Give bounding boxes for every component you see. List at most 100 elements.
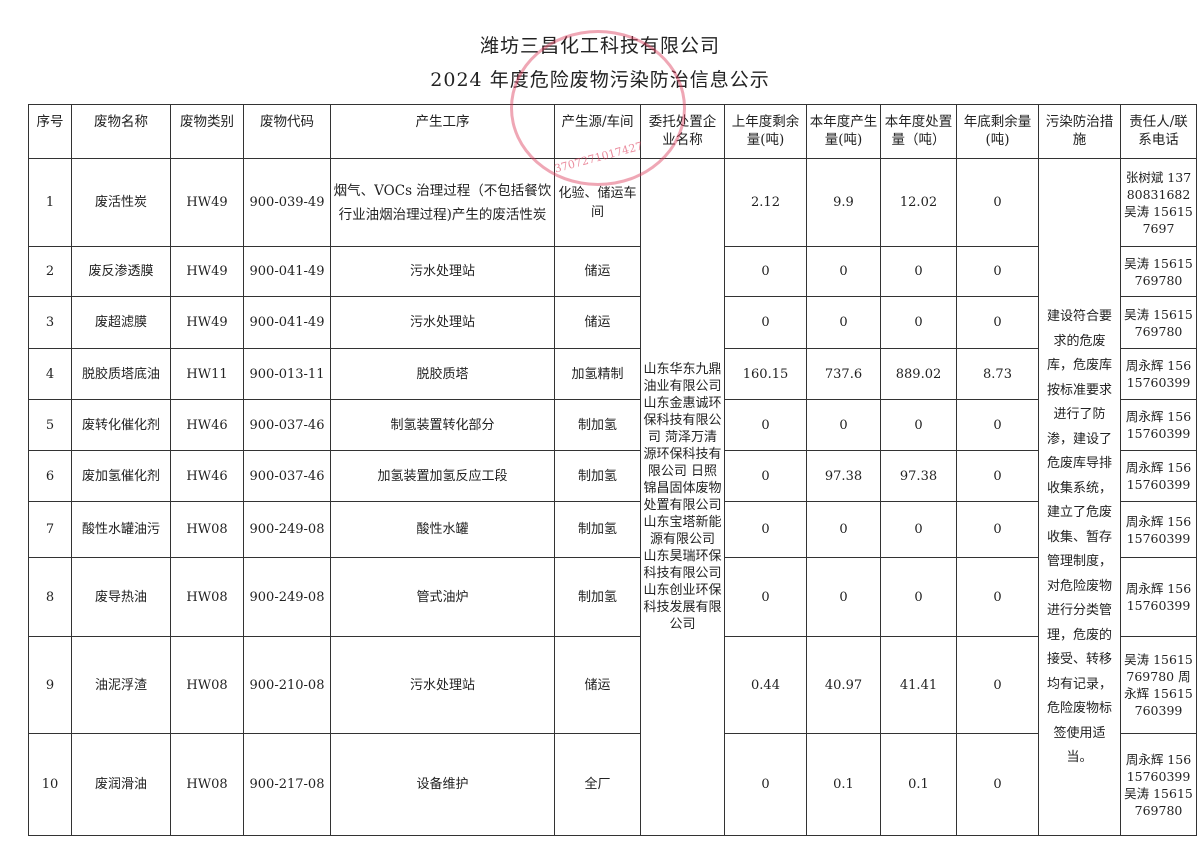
cell-process: 酸性水罐 — [330, 501, 555, 558]
cell-cat: HW49 — [170, 246, 244, 297]
cell-no: 4 — [28, 348, 72, 400]
cell-contact: 周永辉 15615760399 — [1120, 399, 1197, 451]
cell-source: 全厂 — [554, 733, 641, 836]
cell-remain: 8.73 — [956, 348, 1039, 400]
column-header: 废物类别 — [170, 104, 244, 159]
cell-gen: 0 — [806, 557, 881, 637]
cell-remain: 0 — [956, 296, 1039, 349]
column-header: 序号 — [28, 104, 72, 159]
table-row: 1 废活性炭 HW49 900-039-49 烟气、VOCs 治理过程（不包括餐饮行业油… — [28, 158, 1197, 836]
cell-no: 10 — [28, 733, 72, 836]
cell-cat: HW46 — [170, 450, 244, 502]
cell-contact: 周永辉 15615760399 — [1120, 557, 1197, 637]
cell-source: 制加氢 — [554, 399, 641, 451]
cell-gen: 737.6 — [806, 348, 881, 400]
cell-gen: 0 — [806, 501, 881, 558]
cell-no: 5 — [28, 399, 72, 451]
cell-disp: 41.41 — [880, 636, 957, 734]
table-row: 2 废反渗透膜 HW49 900-041-49 污水处理站 储运 0 0 0 0 吴涛 156157… — [28, 246, 1197, 297]
cell-no: 2 — [28, 246, 72, 297]
cell-process: 设备维护 — [330, 733, 555, 836]
cell-disp: 97.38 — [880, 450, 957, 502]
disposal-companies-cell: 山东华东九鼎油业有限公司 山东金惠诚环保科技有限公司 菏泽万清源环保科技有限公司… — [640, 158, 725, 836]
cell-gen: 97.38 — [806, 450, 881, 502]
cell-contact: 吴涛 15615769780 — [1120, 296, 1197, 349]
cell-name: 废反渗透膜 — [71, 246, 171, 297]
cell-prev: 0 — [724, 501, 807, 558]
cell-prev: 0 — [724, 557, 807, 637]
cell-code: 900-041-49 — [243, 296, 331, 349]
cell-no: 9 — [28, 636, 72, 734]
table-row: 10 废润滑油 HW08 900-217-08 设备维护 全厂 0 0.1 0.1 0 周永辉 15… — [28, 733, 1197, 836]
cell-cat: HW49 — [170, 158, 244, 247]
cell-gen: 0 — [806, 296, 881, 349]
cell-prev: 2.12 — [724, 158, 807, 247]
cell-cat: HW11 — [170, 348, 244, 400]
cell-cat: HW49 — [170, 296, 244, 349]
cell-no: 8 — [28, 557, 72, 637]
column-header: 年底剩余量(吨) — [956, 104, 1039, 159]
cell-source: 储运 — [554, 246, 641, 297]
cell-contact: 吴涛 15615769780 — [1120, 246, 1197, 297]
cell-code: 900-249-08 — [243, 501, 331, 558]
cell-name: 废润滑油 — [71, 733, 171, 836]
cell-prev: 0 — [724, 296, 807, 349]
cell-cat: HW08 — [170, 501, 244, 558]
column-header: 上年度剩余量(吨) — [724, 104, 807, 159]
cell-cat: HW46 — [170, 399, 244, 451]
cell-remain: 0 — [956, 158, 1039, 247]
cell-code: 900-041-49 — [243, 246, 331, 297]
cell-gen: 0.1 — [806, 733, 881, 836]
cell-source: 制加氢 — [554, 557, 641, 637]
cell-disp: 12.02 — [880, 158, 957, 247]
cell-code: 900-013-11 — [243, 348, 331, 400]
cell-contact: 吴涛 15615769780 周永辉 15615760399 — [1120, 636, 1197, 734]
cell-disp: 0 — [880, 399, 957, 451]
cell-no: 7 — [28, 501, 72, 558]
cell-remain: 0 — [956, 399, 1039, 451]
cell-contact: 周永辉 15615760399 — [1120, 348, 1197, 400]
cell-remain: 0 — [956, 450, 1039, 502]
document-title: 2024 年度危险废物污染防治信息公示 — [430, 69, 770, 91]
cell-process: 制氢装置转化部分 — [330, 399, 555, 451]
pollution-measures-cell: 建设符合要求的危废库，危废库按标准要求进行了防渗，建设了危废库导排收集系统，建立… — [1038, 158, 1121, 836]
cell-process: 污水处理站 — [330, 636, 555, 734]
cell-name: 酸性水罐油污 — [71, 501, 171, 558]
cell-prev: 0.44 — [724, 636, 807, 734]
column-header: 产生源/车间 — [554, 104, 641, 159]
cell-disp: 0 — [880, 246, 957, 297]
cell-remain: 0 — [956, 501, 1039, 558]
column-header: 废物名称 — [71, 104, 171, 159]
cell-name: 废导热油 — [71, 557, 171, 637]
cell-name: 油泥浮渣 — [71, 636, 171, 734]
column-header: 责任人/联系电话 — [1120, 104, 1197, 159]
cell-gen: 9.9 — [806, 158, 881, 247]
cell-code: 900-037-46 — [243, 399, 331, 451]
cell-contact: 周永辉 15615760399 — [1120, 450, 1197, 502]
cell-cat: HW08 — [170, 636, 244, 734]
cell-source: 制加氢 — [554, 450, 641, 502]
cell-process: 烟气、VOCs 治理过程（不包括餐饮行业油烟治理过程)产生的废活性炭 — [330, 158, 555, 247]
column-header: 废物代码 — [243, 104, 331, 159]
cell-code: 900-039-49 — [243, 158, 331, 247]
cell-prev: 0 — [724, 450, 807, 502]
cell-name: 废转化催化剂 — [71, 399, 171, 451]
cell-remain: 0 — [956, 557, 1039, 637]
cell-source: 化验、储运车间 — [554, 158, 641, 247]
cell-source: 加氢精制 — [554, 348, 641, 400]
cell-disp: 0 — [880, 296, 957, 349]
table-row: 3 废超滤膜 HW49 900-041-49 污水处理站 储运 0 0 0 0 吴涛 1561576… — [28, 296, 1197, 349]
cell-gen: 0 — [806, 246, 881, 297]
table-row: 8 废导热油 HW08 900-249-08 管式油炉 制加氢 0 0 0 0 周永辉 156157… — [28, 557, 1197, 637]
cell-process: 脱胶质塔 — [330, 348, 555, 400]
cell-disp: 889.02 — [880, 348, 957, 400]
cell-no: 6 — [28, 450, 72, 502]
cell-disp: 0.1 — [880, 733, 957, 836]
cell-gen: 40.97 — [806, 636, 881, 734]
cell-name: 脱胶质塔底油 — [71, 348, 171, 400]
cell-process: 污水处理站 — [330, 296, 555, 349]
table-row: 4 脱胶质塔底油 HW11 900-013-11 脱胶质塔 加氢精制 160.15 737.6… — [28, 348, 1197, 400]
cell-no: 3 — [28, 296, 72, 349]
cell-prev: 0 — [724, 733, 807, 836]
cell-prev: 0 — [724, 246, 807, 297]
